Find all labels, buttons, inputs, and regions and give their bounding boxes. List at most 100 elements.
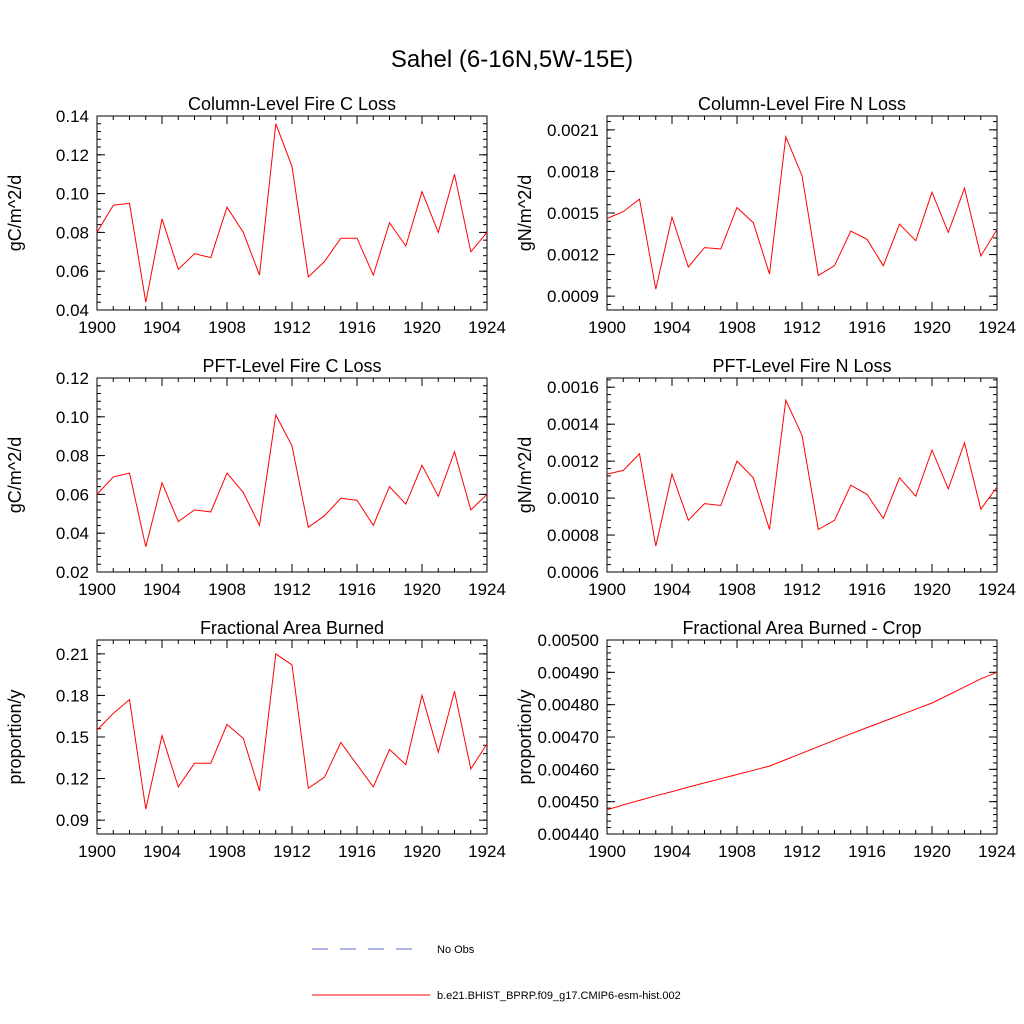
series-line	[96, 653, 488, 810]
x-tick-label: 1904	[143, 318, 181, 337]
plot-frame	[606, 377, 998, 573]
x-tick-label: 1900	[78, 842, 116, 861]
panel-3: PFT-Level Fire C Loss gC/m^2/d 1900 1904 190…	[5, 356, 506, 599]
x-tick-label: 1924	[468, 318, 506, 337]
y-axis-label: gC/m^2/d	[5, 437, 25, 513]
panel-title: Fractional Area Burned	[200, 618, 384, 638]
x-tick-label: 1900	[78, 318, 116, 337]
y-tick-label: 0.08	[56, 447, 89, 466]
plot-frame	[96, 377, 488, 573]
y-axis-label: gN/m^2/d	[515, 437, 535, 513]
x-tick-label: 1908	[208, 842, 246, 861]
x-tick-label: 1900	[78, 580, 116, 599]
y-tick-label: 0.0010	[547, 489, 599, 508]
panel-title: Column-Level Fire C Loss	[188, 94, 396, 114]
x-tick-label: 1904	[653, 842, 691, 861]
y-tick-label: 0.00480	[538, 696, 599, 715]
panels: Column-Level Fire C Loss gC/m^2/d 1900 1904…	[5, 94, 1016, 861]
x-tick-label: 1908	[208, 580, 246, 599]
x-tick-label: 1916	[338, 842, 376, 861]
y-tick-label: 0.10	[56, 185, 89, 204]
x-tick-label: 1900	[588, 580, 626, 599]
x-tick-label: 1912	[273, 318, 311, 337]
x-tick-label: 1912	[783, 580, 821, 599]
y-tick-label: 0.00500	[538, 631, 599, 650]
x-tick-label: 1900	[588, 318, 626, 337]
series-line	[606, 134, 998, 290]
y-tick-label: 0.0009	[547, 287, 599, 306]
y-tick-label: 0.14	[56, 107, 89, 126]
x-tick-label: 1916	[848, 580, 886, 599]
plot-frame	[96, 639, 488, 835]
series-line	[606, 671, 998, 811]
y-axis-label: gC/m^2/d	[5, 175, 25, 251]
x-tick-label: 1916	[338, 580, 376, 599]
x-tick-label: 1920	[403, 318, 441, 337]
plot-frame	[96, 115, 488, 311]
y-tick-label: 0.18	[56, 686, 89, 705]
x-tick-label: 1920	[913, 318, 951, 337]
x-tick-label: 1908	[718, 580, 756, 599]
x-tick-label: 1916	[338, 318, 376, 337]
x-tick-label: 1904	[143, 580, 181, 599]
y-tick-label: 0.06	[56, 485, 89, 504]
y-tick-label: 0.08	[56, 223, 89, 242]
x-tick-label: 1920	[403, 580, 441, 599]
panel-4: PFT-Level Fire N Loss gN/m^2/d 1900 1904 190…	[515, 356, 1016, 599]
y-tick-label: 0.21	[56, 645, 89, 664]
y-tick-label: 0.0016	[547, 378, 599, 397]
x-tick-label: 1916	[848, 842, 886, 861]
x-tick-label: 1916	[848, 318, 886, 337]
y-tick-label: 0.0014	[547, 415, 599, 434]
y-tick-label: 0.0018	[547, 162, 599, 181]
y-tick-label: 0.15	[56, 728, 89, 747]
y-tick-label: 0.12	[56, 369, 89, 388]
x-tick-label: 1900	[588, 842, 626, 861]
x-tick-label: 1924	[978, 842, 1016, 861]
x-tick-label: 1912	[783, 842, 821, 861]
legend-model-label: b.e21.BHIST_BPRP.f09_g17.CMIP6-esm-hist.…	[437, 990, 681, 1002]
x-tick-label: 1912	[273, 842, 311, 861]
panel-5: Fractional Area Burned proportion/y 1900 19…	[5, 618, 506, 861]
plot-frame	[606, 115, 998, 311]
y-tick-label: 0.00470	[538, 728, 599, 747]
panel-1: Column-Level Fire C Loss gC/m^2/d 1900 1904…	[5, 94, 506, 337]
x-tick-label: 1920	[913, 842, 951, 861]
x-tick-label: 1908	[208, 318, 246, 337]
x-tick-label: 1924	[468, 580, 506, 599]
y-tick-label: 0.00450	[538, 793, 599, 812]
panel-2: Column-Level Fire N Loss gN/m^2/d 1900 1904…	[515, 94, 1016, 337]
y-tick-label: 0.06	[56, 262, 89, 281]
plot-frame	[606, 639, 998, 835]
y-tick-label: 0.04	[56, 301, 89, 320]
x-tick-label: 1920	[403, 842, 441, 861]
y-tick-label: 0.0008	[547, 526, 599, 545]
y-tick-label: 0.00490	[538, 663, 599, 682]
panel-6: Fractional Area Burned - Crop proportion/…	[515, 618, 1016, 861]
y-tick-label: 0.02	[56, 563, 89, 582]
y-tick-label: 0.0021	[547, 121, 599, 140]
y-tick-label: 0.0012	[547, 246, 599, 265]
x-tick-label: 1904	[653, 318, 691, 337]
y-tick-label: 0.0006	[547, 563, 599, 582]
y-tick-label: 0.12	[56, 770, 89, 789]
panel-title: PFT-Level Fire N Loss	[712, 356, 891, 376]
y-tick-label: 0.04	[56, 524, 89, 543]
x-tick-label: 1912	[783, 318, 821, 337]
x-tick-label: 1908	[718, 318, 756, 337]
panel-title: Column-Level Fire N Loss	[698, 94, 906, 114]
y-axis-label: proportion/y	[5, 689, 25, 784]
x-tick-label: 1924	[978, 318, 1016, 337]
y-tick-label: 0.0015	[547, 204, 599, 223]
y-tick-label: 0.09	[56, 811, 89, 830]
x-tick-label: 1912	[273, 580, 311, 599]
panel-title: Fractional Area Burned - Crop	[682, 618, 921, 638]
y-tick-label: 0.10	[56, 408, 89, 427]
y-tick-label: 0.00460	[538, 760, 599, 779]
x-tick-label: 1924	[468, 842, 506, 861]
y-tick-label: 0.00440	[538, 825, 599, 844]
x-tick-label: 1924	[978, 580, 1016, 599]
series-line	[96, 123, 488, 303]
series-line	[96, 413, 488, 547]
